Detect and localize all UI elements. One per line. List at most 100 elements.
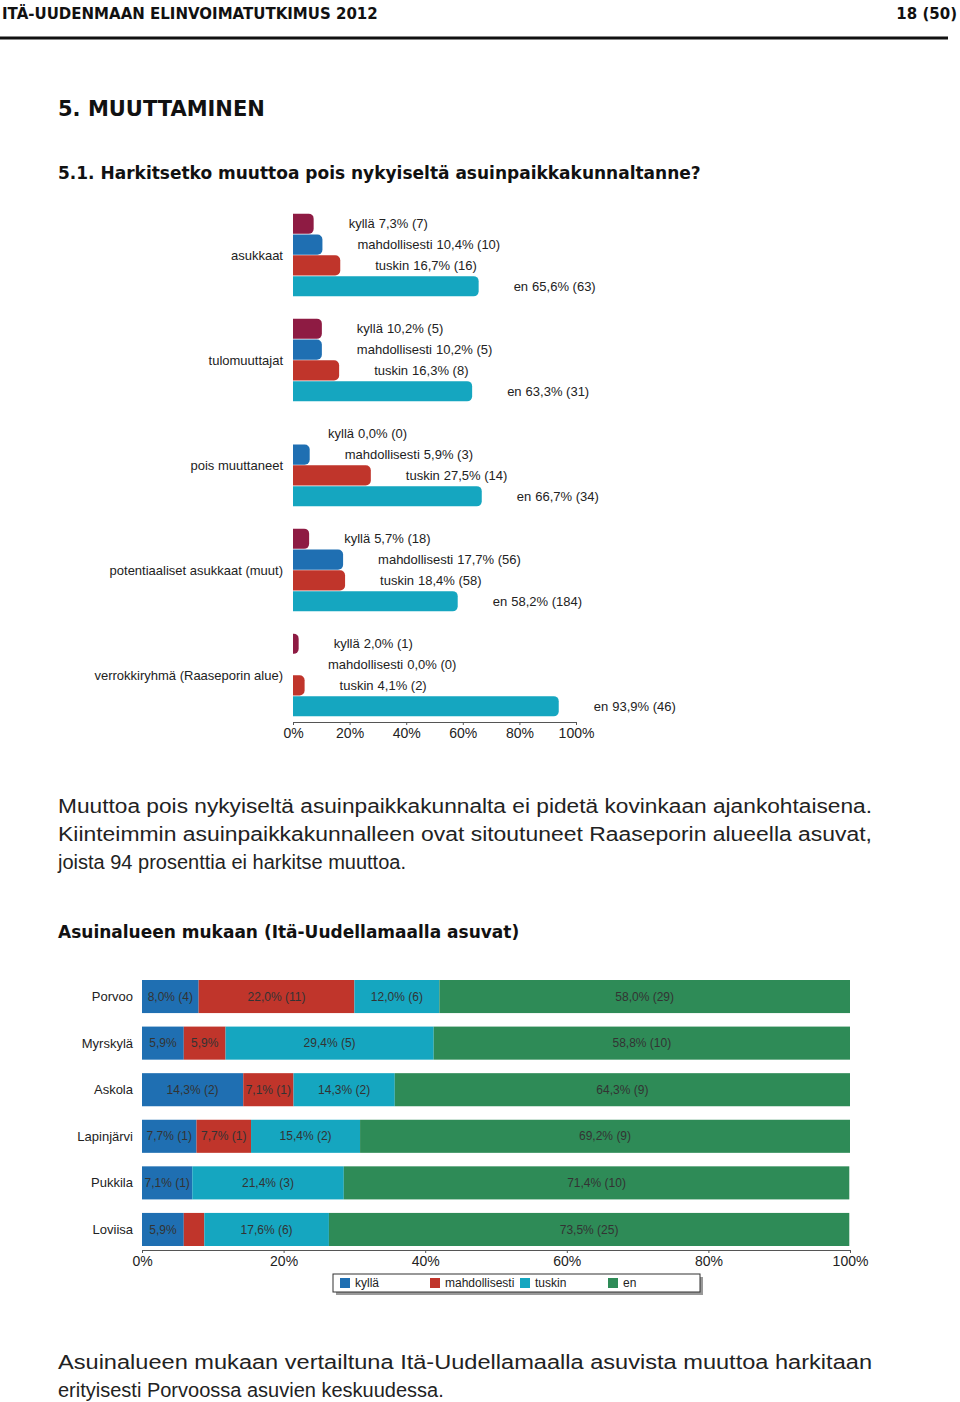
data-label-series: mahdollisesti — [378, 552, 453, 567]
data-label: kyllä5,7% (18) — [344, 531, 430, 546]
legend-swatch — [520, 1278, 530, 1288]
data-label-value: 5,7% (18) — [374, 531, 430, 546]
bar-segment — [354, 980, 439, 1013]
tick: 100% — [833, 1250, 869, 1269]
data-label: 7,1% (1) — [246, 1083, 291, 1097]
data-label-series: en — [594, 699, 608, 714]
data-label-series: kyllä — [334, 636, 361, 651]
data-label: en66,7% (34) — [517, 489, 599, 504]
tick-label: 80% — [695, 1253, 723, 1269]
data-label: 7,1% (1) — [144, 1176, 189, 1190]
data-label: 69,2% (9) — [579, 1129, 631, 1143]
tick: 60% — [449, 722, 477, 741]
tick: 80% — [506, 722, 534, 741]
axis-line — [143, 1251, 851, 1254]
data-label-value: 7,3% (7) — [379, 216, 428, 231]
category-label: verrokkiryhmä (Raaseporin alue) — [94, 668, 283, 683]
data-labels: 8,0% (4)5,9%14,3% (2)7,7% (1)7,1% (1)5,9… — [144, 990, 674, 1237]
bars — [293, 214, 559, 717]
data-label: 12,0% (6) — [371, 990, 423, 1004]
tick: 40% — [393, 722, 421, 741]
data-label: mahdollisesti 0,0% (0) — [328, 657, 456, 672]
data-labels: kyllä7,3% (7)kyllä10,2% (5)kyllä0,0% (0)… — [328, 216, 676, 714]
bar — [293, 465, 371, 485]
data-label: en63,3% (31) — [507, 384, 589, 399]
tick-label: 20% — [336, 725, 364, 741]
data-label: 71,4% (10) — [567, 1176, 626, 1190]
bar-segment — [142, 1166, 192, 1199]
tick: 100% — [559, 722, 595, 741]
chart-2: Asuinalueen mukaan (Itä-Uudellamaalla as… — [58, 922, 868, 1295]
data-label-series: mahdollisesti — [357, 342, 432, 357]
data-label: 5,9% — [191, 1036, 219, 1050]
data-label-value: 5,9% (3) — [424, 447, 473, 462]
header-page: 18 (50) — [896, 5, 957, 23]
data-label-series: mahdollisesti — [357, 237, 432, 252]
paragraph-line: Kiinteimmin asuinpaikkakunnalleen ovat s… — [58, 823, 872, 845]
section-title: 5. MUUTTAMINEN — [58, 97, 265, 121]
data-label-series: tuskin — [380, 573, 414, 588]
category-label: potentiaaliset asukkaat (muut) — [110, 563, 283, 578]
bar-segment — [142, 1073, 243, 1106]
data-label-series: en — [493, 594, 507, 609]
category-label: Loviisa — [93, 1222, 134, 1237]
data-label-value: 93,9% (46) — [612, 699, 676, 714]
bar — [293, 570, 345, 590]
data-label-value: 16,7% (16) — [413, 258, 477, 273]
category-label: Askola — [94, 1082, 134, 1097]
legend-label: tuskin — [535, 1276, 566, 1290]
data-label-value: 66,7% (34) — [535, 489, 599, 504]
bar-segment — [395, 1073, 850, 1106]
tick: 40% — [412, 1250, 440, 1269]
legend-swatch — [430, 1278, 440, 1288]
chart-1: kyllä7,3% (7)kyllä10,2% (5)kyllä0,0% (0)… — [94, 214, 675, 741]
data-label: kyllä2,0% (1) — [334, 636, 413, 651]
bar — [293, 276, 479, 296]
data-label: 58,0% (29) — [615, 990, 674, 1004]
data-label-series: mahdollisesti — [345, 447, 420, 462]
data-label: tuskin27,5% (14) — [406, 468, 508, 483]
bar — [293, 360, 339, 380]
data-label-value: 63,3% (31) — [526, 384, 590, 399]
data-label: 8,0% (4) — [148, 990, 193, 1004]
bar-segment — [344, 1166, 850, 1199]
data-label-series: kyllä — [349, 216, 376, 231]
data-label: tuskin16,7% (16) — [375, 258, 477, 273]
data-label: 21,4% (3) — [242, 1176, 294, 1190]
bar — [293, 339, 322, 359]
tick-label: 40% — [412, 1253, 440, 1269]
bar-segment — [434, 1027, 850, 1060]
data-label-series: kyllä — [357, 321, 384, 336]
category-label: asukkaat — [231, 248, 283, 263]
category-label: Porvoo — [92, 989, 133, 1004]
header-title: ITÄ-UUDENMAAN ELINVOIMATUTKIMUS 2012 — [2, 4, 378, 23]
paragraph-line: erityisesti Porvoossa asuvien keskuudess… — [58, 1379, 444, 1401]
data-label-series: mahdollisesti — [328, 657, 403, 672]
data-label-series: tuskin — [374, 363, 408, 378]
paragraph-line: Muuttoa pois nykyiseltä asuinpaikkakunna… — [58, 795, 872, 817]
legend-box — [333, 1274, 700, 1292]
data-label: kyllä7,3% (7) — [349, 216, 428, 231]
data-label-series: kyllä — [328, 426, 355, 441]
legend-swatch — [340, 1278, 350, 1288]
data-label: 14,3% (2) — [167, 1083, 219, 1097]
bar-segment — [142, 1213, 184, 1246]
category-label: tulomuuttajat — [209, 353, 284, 368]
data-label: kyllä0,0% (0) — [328, 426, 407, 441]
bar — [293, 444, 310, 464]
x-axis: 0%20%40%60%80%100% — [283, 722, 594, 741]
tick: 60% — [553, 1250, 581, 1269]
page: ITÄ-UUDENMAAN ELINVOIMATUTKIMUS 2012 18 (… — [0, 0, 960, 1402]
data-label-value: 16,3% (8) — [412, 363, 468, 378]
data-label-value: 0,0% (0) — [407, 657, 456, 672]
bar-segment — [197, 1120, 252, 1153]
bar-segment — [329, 1213, 849, 1246]
data-label-value: 4,1% (2) — [378, 678, 427, 693]
tick-label: 100% — [833, 1253, 869, 1269]
bar — [293, 486, 482, 506]
data-label: tuskin18,4% (58) — [380, 573, 482, 588]
category-label: Lapinjärvi — [77, 1129, 133, 1144]
paragraph-line: joista 94 prosenttia ei harkitse muuttoa… — [57, 851, 406, 873]
data-label: 73,5% (25) — [560, 1223, 619, 1237]
tick: 20% — [270, 1250, 298, 1269]
